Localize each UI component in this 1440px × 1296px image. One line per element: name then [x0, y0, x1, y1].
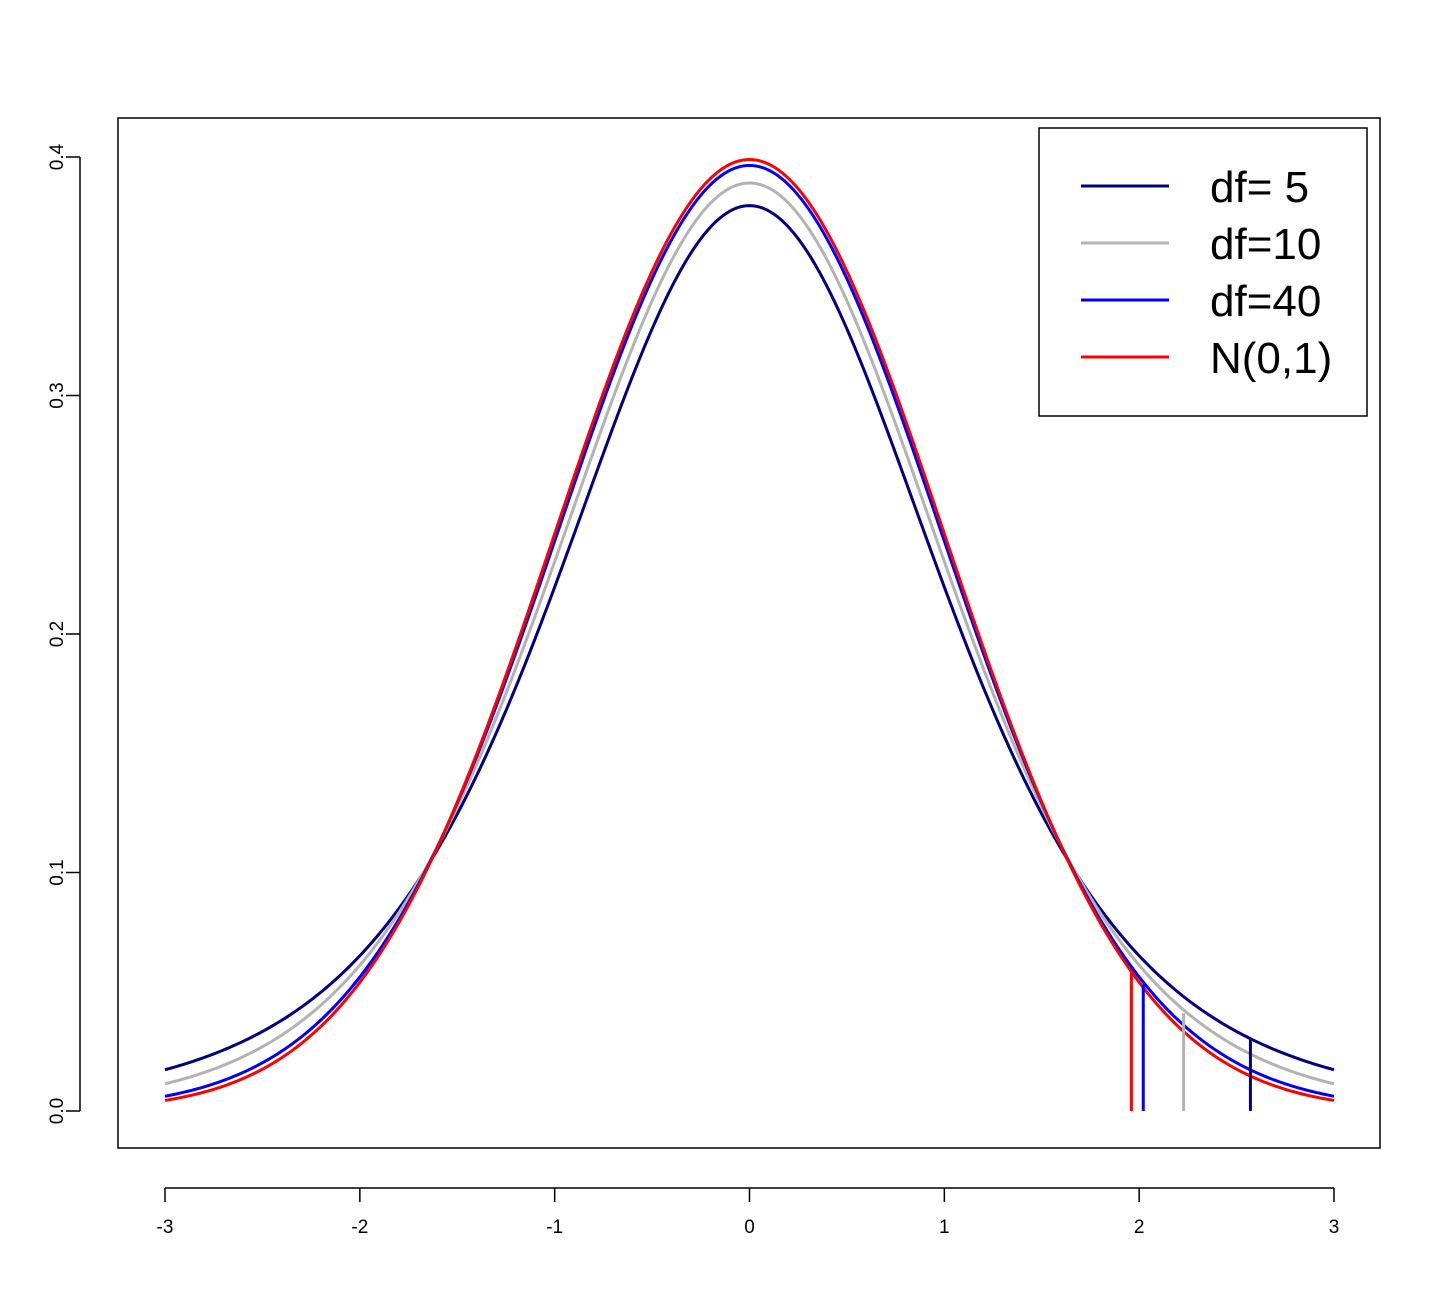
- y-tick-label: 0.0: [47, 1098, 68, 1124]
- x-axis: -3 -2 -1 0 1 2 3: [157, 1187, 1340, 1238]
- legend-label: df=40: [1210, 277, 1321, 326]
- x-tick-label: 1: [939, 1217, 950, 1238]
- series-line-df10: [164, 181, 1335, 1086]
- legend-label: df= 5: [1210, 163, 1309, 212]
- x-tick-label: -1: [546, 1217, 563, 1238]
- series-curves: [164, 158, 1335, 1102]
- legend-label: N(0,1): [1210, 334, 1332, 383]
- x-tick-label: 0: [744, 1217, 755, 1238]
- legend-label: df=10: [1210, 220, 1321, 269]
- legend: df= 5 df=10 df=40 N(0,1): [1038, 127, 1368, 417]
- y-tick-label: 0.4: [47, 143, 68, 170]
- y-tick-label: 0.1: [47, 859, 68, 885]
- series-line-df40: [164, 163, 1335, 1098]
- x-tick-label: 2: [1134, 1217, 1145, 1238]
- x-tick-label: -3: [157, 1217, 174, 1238]
- legend-box: [1038, 127, 1368, 417]
- y-tick-label: 0.3: [47, 382, 68, 408]
- x-tick-label: -2: [351, 1217, 368, 1238]
- x-tick-label: 3: [1329, 1217, 1340, 1238]
- y-tick-label: 0.2: [47, 621, 68, 647]
- series-line-df5: [164, 204, 1335, 1072]
- series-line-normal: [164, 158, 1335, 1102]
- y-axis: 0.0 0.1 0.2 0.3 0.4: [47, 143, 81, 1124]
- critical-value-lines: [1129, 972, 1252, 1111]
- plot-frame: [117, 117, 1381, 1149]
